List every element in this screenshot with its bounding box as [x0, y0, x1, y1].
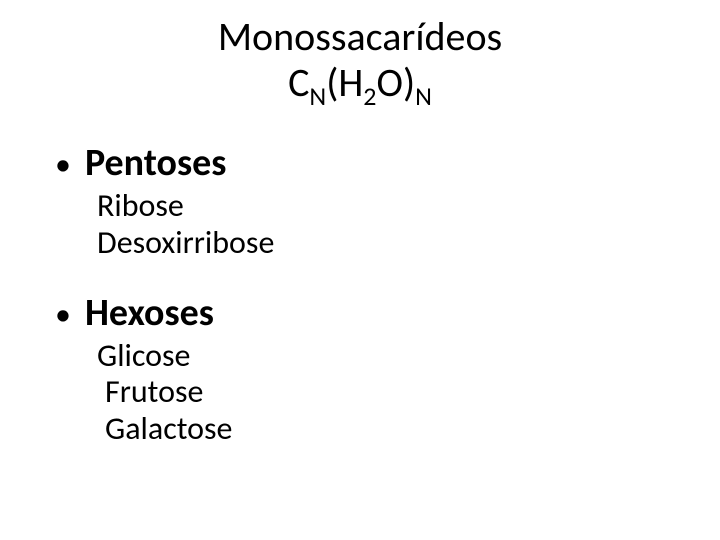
title-formula: CN(H2O)N — [288, 60, 432, 106]
heading-pentoses: Pentoses — [85, 140, 226, 186]
bullet-dot-icon: • — [55, 299, 71, 331]
title-line1: Monossacarídeos — [218, 12, 502, 61]
bullet-hexoses: • Hexoses — [55, 290, 680, 336]
bullet-dot-icon: • — [55, 149, 71, 181]
slide-content: • Pentoses Ribose Desoxirribose • Hexose… — [55, 140, 680, 448]
formula-o: O) — [376, 58, 415, 107]
subitem-galactose: Galactose — [105, 411, 680, 448]
formula-sub3: N — [415, 80, 432, 112]
bullet-pentoses: • Pentoses — [55, 140, 680, 186]
subitem-desoxirribose: Desoxirribose — [97, 225, 680, 262]
heading-hexoses: Hexoses — [85, 290, 214, 336]
subitem-frutose: Frutose — [105, 374, 680, 411]
subitem-ribose: Ribose — [97, 188, 680, 225]
subitem-glicose: Glicose — [97, 338, 680, 375]
slide: Monossacarídeos CN(H2O)N • Pentoses Ribo… — [0, 0, 720, 540]
formula-sub1: N — [309, 80, 326, 112]
formula-c: C — [288, 58, 309, 107]
formula-sub2: 2 — [363, 80, 376, 112]
slide-title: Monossacarídeos CN(H2O)N — [0, 14, 720, 106]
formula-h2o: (H — [326, 58, 363, 107]
